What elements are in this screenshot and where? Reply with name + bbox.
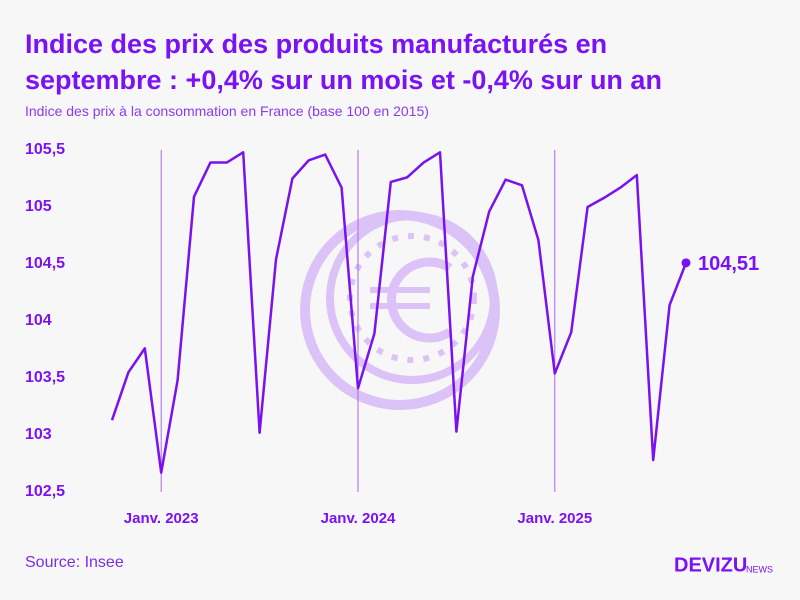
- source: Source: Insee: [25, 554, 124, 571]
- y-tick-label: 104: [25, 312, 52, 329]
- chart-subtitle: Indice des prix à la consommation en Fra…: [25, 103, 429, 119]
- x-tick-label: Janv. 2025: [517, 510, 592, 527]
- chart-title: Indice des prix des produits manufacturé…: [25, 29, 662, 95]
- line: [110, 151, 688, 474]
- end-point: [681, 258, 691, 268]
- value-label: 104,51: [698, 253, 759, 275]
- y-tick-label: 105: [25, 198, 52, 215]
- y-tick-label: 105,5: [25, 141, 65, 158]
- brand: DEVIZU: [674, 554, 747, 576]
- y-tick-label: 104,5: [25, 255, 65, 272]
- y-tick-label: 103: [25, 426, 52, 443]
- x-tick-label: Janv. 2024: [321, 510, 396, 527]
- y-tick-label: 103,5: [25, 369, 65, 386]
- x-tick-label: Janv. 2023: [124, 510, 199, 527]
- brand-suffix: NEWS: [746, 564, 773, 574]
- coin-watermark: [300, 210, 500, 410]
- y-tick-label: 102,5: [25, 483, 65, 500]
